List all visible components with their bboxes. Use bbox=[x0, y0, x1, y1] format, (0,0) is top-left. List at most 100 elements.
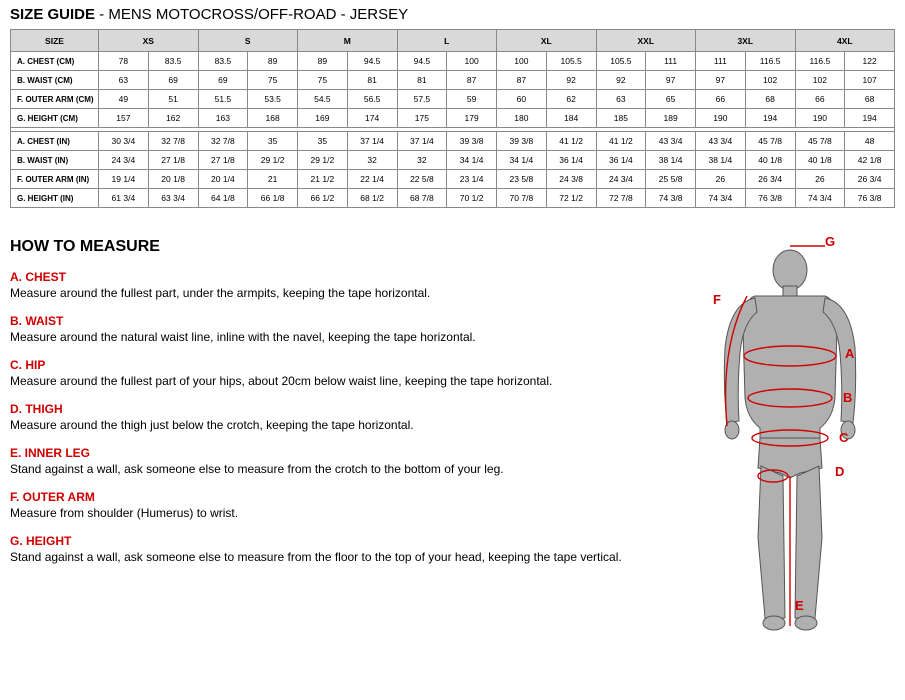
size-cell: 87 bbox=[447, 71, 497, 90]
fig-label-d: D bbox=[835, 464, 844, 479]
title-suffix: - MENS MOTOCROSS/OFF-ROAD - JERSEY bbox=[95, 6, 408, 23]
size-cell: 97 bbox=[646, 71, 696, 90]
size-table: SIZEXSSMLXLXXL3XL4XL A. CHEST (CM)7883.5… bbox=[10, 29, 895, 208]
size-cell: 38 1/4 bbox=[696, 151, 746, 170]
size-table-body: A. CHEST (CM)7883.583.5898994.594.510010… bbox=[11, 52, 895, 208]
fig-label-c: C bbox=[839, 430, 848, 445]
size-cell: 32 bbox=[397, 151, 447, 170]
size-header-cell: L bbox=[397, 30, 497, 52]
fig-label-g: G bbox=[825, 234, 835, 249]
size-cell: 37 1/4 bbox=[397, 132, 447, 151]
size-cell: 43 3/4 bbox=[646, 132, 696, 151]
size-cell: 51 bbox=[148, 90, 198, 109]
size-cell: 74 3/4 bbox=[696, 189, 746, 208]
size-cell: 76 3/8 bbox=[745, 189, 795, 208]
measure-item-label: D. THIGH bbox=[10, 402, 675, 416]
size-cell: 19 1/4 bbox=[99, 170, 149, 189]
size-cell: 97 bbox=[696, 71, 746, 90]
size-cell: 69 bbox=[148, 71, 198, 90]
size-cell: 89 bbox=[248, 52, 298, 71]
size-cell: 185 bbox=[596, 109, 646, 128]
size-cell: 100 bbox=[497, 52, 547, 71]
size-cell: 29 1/2 bbox=[248, 151, 298, 170]
size-cell: 20 1/8 bbox=[148, 170, 198, 189]
measure-item: A. CHESTMeasure around the fullest part,… bbox=[10, 270, 675, 300]
size-cell: 36 1/4 bbox=[546, 151, 596, 170]
size-cell: 66 bbox=[696, 90, 746, 109]
size-cell: 26 bbox=[795, 170, 845, 189]
body-diagram: G F A B C D E bbox=[685, 238, 895, 638]
size-header-cell: XS bbox=[99, 30, 199, 52]
row-label: F. OUTER ARM (IN) bbox=[11, 170, 99, 189]
how-to-measure: HOW TO MEASURE A. CHESTMeasure around th… bbox=[10, 238, 685, 638]
size-cell: 102 bbox=[795, 71, 845, 90]
size-cell: 72 1/2 bbox=[546, 189, 596, 208]
fig-label-e: E bbox=[795, 598, 804, 613]
size-cell: 30 3/4 bbox=[99, 132, 149, 151]
size-cell: 66 1/8 bbox=[248, 189, 298, 208]
size-cell: 32 7/8 bbox=[148, 132, 198, 151]
size-cell: 22 5/8 bbox=[397, 170, 447, 189]
size-cell: 68 1/2 bbox=[347, 189, 397, 208]
fig-label-a: A bbox=[845, 346, 854, 361]
fig-label-b: B bbox=[843, 390, 852, 405]
size-cell: 27 1/8 bbox=[198, 151, 248, 170]
measure-item-label: G. HEIGHT bbox=[10, 534, 675, 548]
size-cell: 75 bbox=[298, 71, 348, 90]
size-cell: 107 bbox=[845, 71, 895, 90]
measure-item: B. WAISTMeasure around the natural waist… bbox=[10, 314, 675, 344]
size-cell: 100 bbox=[447, 52, 497, 71]
size-cell: 157 bbox=[99, 109, 149, 128]
size-cell: 66 1/2 bbox=[298, 189, 348, 208]
size-cell: 83.5 bbox=[148, 52, 198, 71]
measure-item-desc: Measure around the fullest part, under t… bbox=[10, 286, 430, 300]
size-cell: 78 bbox=[99, 52, 149, 71]
size-cell: 21 1/2 bbox=[298, 170, 348, 189]
size-cell: 162 bbox=[148, 109, 198, 128]
size-cell: 45 7/8 bbox=[745, 132, 795, 151]
size-cell: 111 bbox=[646, 52, 696, 71]
size-cell: 36 1/4 bbox=[596, 151, 646, 170]
size-cell: 81 bbox=[397, 71, 447, 90]
page-title: SIZE GUIDE - MENS MOTOCROSS/OFF-ROAD - J… bbox=[10, 6, 895, 23]
size-cell: 48 bbox=[845, 132, 895, 151]
measure-item-desc: Stand against a wall, ask someone else t… bbox=[10, 550, 622, 564]
size-cell: 29 1/2 bbox=[298, 151, 348, 170]
size-cell: 61 3/4 bbox=[99, 189, 149, 208]
size-cell: 54.5 bbox=[298, 90, 348, 109]
size-cell: 174 bbox=[347, 109, 397, 128]
size-cell: 57.5 bbox=[397, 90, 447, 109]
size-cell: 34 1/4 bbox=[447, 151, 497, 170]
row-label: F. OUTER ARM (CM) bbox=[11, 90, 99, 109]
size-cell: 32 bbox=[347, 151, 397, 170]
size-header-cell: XXL bbox=[596, 30, 696, 52]
size-cell: 184 bbox=[546, 109, 596, 128]
size-cell: 59 bbox=[447, 90, 497, 109]
measure-item: F. OUTER ARMMeasure from shoulder (Humer… bbox=[10, 490, 675, 520]
size-cell: 63 bbox=[596, 90, 646, 109]
size-table-head: SIZEXSSMLXLXXL3XL4XL bbox=[11, 30, 895, 52]
size-cell: 179 bbox=[447, 109, 497, 128]
size-cell: 94.5 bbox=[347, 52, 397, 71]
size-cell: 40 1/8 bbox=[745, 151, 795, 170]
size-cell: 76 3/8 bbox=[845, 189, 895, 208]
size-cell: 92 bbox=[546, 71, 596, 90]
size-cell: 64 1/8 bbox=[198, 189, 248, 208]
size-cell: 41 1/2 bbox=[546, 132, 596, 151]
size-cell: 81 bbox=[347, 71, 397, 90]
size-cell: 194 bbox=[745, 109, 795, 128]
size-cell: 40 1/8 bbox=[795, 151, 845, 170]
size-cell: 24 3/8 bbox=[546, 170, 596, 189]
measure-item: D. THIGHMeasure around the thigh just be… bbox=[10, 402, 675, 432]
size-cell: 194 bbox=[845, 109, 895, 128]
row-label: A. CHEST (CM) bbox=[11, 52, 99, 71]
size-cell: 74 3/8 bbox=[646, 189, 696, 208]
size-cell: 66 bbox=[795, 90, 845, 109]
size-cell: 35 bbox=[248, 132, 298, 151]
size-cell: 105.5 bbox=[546, 52, 596, 71]
size-header-cell: 3XL bbox=[696, 30, 796, 52]
fig-label-f: F bbox=[713, 292, 721, 307]
measure-item-label: C. HIP bbox=[10, 358, 675, 372]
size-cell: 63 bbox=[99, 71, 149, 90]
size-cell: 38 1/4 bbox=[646, 151, 696, 170]
